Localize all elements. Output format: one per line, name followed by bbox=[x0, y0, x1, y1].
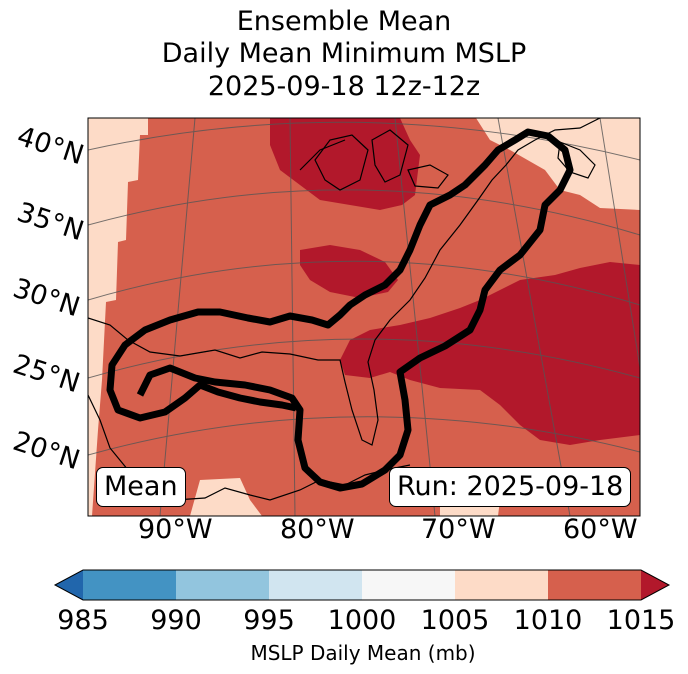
mean-label-box: Mean bbox=[96, 467, 186, 507]
title-line-3: 2025-09-18 12z-12z bbox=[207, 71, 481, 102]
title-line-1: Ensemble Mean bbox=[236, 6, 452, 37]
colorbar-outline bbox=[53, 569, 671, 601]
map-frame bbox=[87, 117, 641, 517]
colorbar-tick-995: 995 bbox=[243, 605, 295, 636]
region-above-1015-atlantic bbox=[340, 262, 640, 445]
coastlines bbox=[88, 118, 601, 501]
colorbar-tick-990: 990 bbox=[150, 605, 202, 636]
lon-label-80: 80°W bbox=[280, 514, 355, 545]
colorbar-cell-3 bbox=[269, 570, 362, 600]
graticule bbox=[88, 118, 640, 516]
run-date-box: Run: 2025-09-18 bbox=[389, 467, 632, 507]
colorbar-tick-1000: 1000 bbox=[327, 605, 397, 636]
colorbar-tick-1015: 1015 bbox=[606, 605, 676, 636]
title-line-2: Daily Mean Minimum MSLP bbox=[161, 38, 527, 69]
colorbar-label: MSLP Daily Mean (mb) bbox=[250, 641, 476, 665]
colorbar-cell-2 bbox=[176, 570, 269, 600]
colorbar-cell-7 bbox=[641, 570, 669, 600]
pressure-map bbox=[87, 117, 641, 517]
region-1005-1010-west bbox=[88, 118, 148, 516]
region-above-1015-central bbox=[300, 245, 398, 298]
colorbar-cell-6 bbox=[548, 570, 641, 600]
colorbar-tick-985: 985 bbox=[57, 605, 109, 636]
colorbar-tick-1005: 1005 bbox=[420, 605, 490, 636]
colorbar-cell-0 bbox=[55, 570, 83, 600]
region-above-1015-great-lakes bbox=[270, 118, 420, 210]
colorbar-cell-4 bbox=[362, 570, 455, 600]
colorbar-cell-1 bbox=[83, 570, 176, 600]
lon-label-90: 90°W bbox=[138, 514, 213, 545]
region-1005-1010-south bbox=[190, 478, 262, 516]
lon-label-60: 60°W bbox=[563, 514, 638, 545]
colorbar-cell-5 bbox=[455, 570, 548, 600]
contour-line bbox=[106, 128, 574, 492]
colorbar-tick-1010: 1010 bbox=[513, 605, 583, 636]
lon-label-70: 70°W bbox=[421, 514, 496, 545]
